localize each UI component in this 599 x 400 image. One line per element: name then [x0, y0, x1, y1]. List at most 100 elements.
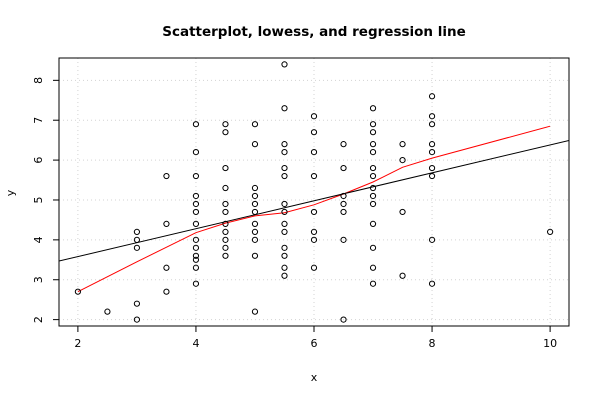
data-point — [428, 172, 436, 180]
data-point — [281, 208, 288, 216]
data-point — [192, 264, 200, 271]
y-tick-label: 4 — [32, 236, 45, 243]
data-point — [428, 93, 436, 100]
data-point — [251, 236, 259, 243]
data-point — [133, 316, 141, 323]
data-point — [281, 228, 288, 235]
data-point — [399, 141, 406, 148]
data-point — [104, 308, 111, 315]
regression-line — [59, 139, 569, 262]
plot-area-border — [58, 57, 570, 327]
lowess-line — [77, 125, 551, 293]
data-point — [192, 220, 200, 228]
data-point — [281, 164, 288, 172]
data-point — [310, 264, 318, 271]
data-point — [281, 105, 288, 112]
data-point — [281, 61, 288, 68]
data-point — [369, 172, 377, 180]
data-point — [428, 164, 436, 172]
data-point — [428, 236, 436, 243]
y-axis-label: y — [4, 189, 17, 196]
x-tick-label: 4 — [192, 337, 199, 350]
data-point — [251, 220, 259, 228]
data-point — [163, 220, 170, 228]
data-point — [369, 149, 377, 156]
data-point — [281, 200, 288, 208]
y-tick-label: 7 — [32, 117, 45, 124]
data-point — [192, 192, 200, 200]
data-point — [369, 220, 377, 228]
data-point — [251, 200, 259, 208]
data-point — [340, 200, 347, 208]
x-tick-label: 2 — [74, 337, 81, 350]
data-point — [222, 220, 229, 228]
data-point — [281, 244, 288, 251]
data-point — [192, 256, 200, 263]
data-point — [192, 208, 200, 216]
data-point — [428, 113, 436, 120]
y-tick-label: 8 — [32, 77, 45, 84]
data-point — [310, 172, 318, 180]
data-point — [369, 121, 377, 128]
data-point — [222, 200, 229, 208]
data-point — [369, 105, 377, 112]
y-tick-label: 5 — [32, 196, 45, 203]
data-point — [369, 192, 377, 200]
data-point — [281, 220, 288, 228]
data-point — [340, 208, 347, 216]
data-point — [369, 164, 377, 172]
data-point — [192, 200, 200, 208]
data-point — [310, 208, 318, 216]
data-point — [369, 129, 377, 136]
x-axis-label: x — [311, 371, 318, 384]
data-point — [251, 252, 259, 259]
data-point — [192, 172, 200, 180]
data-point — [369, 264, 377, 271]
data-point — [222, 121, 229, 128]
data-point — [281, 252, 288, 259]
data-point — [310, 236, 318, 243]
data-point — [222, 129, 229, 136]
data-point — [222, 164, 229, 172]
data-point — [133, 228, 141, 235]
data-point — [369, 200, 377, 208]
data-point — [281, 172, 288, 180]
chart-title: Scatterplot, lowess, and regression line — [162, 24, 466, 40]
data-point — [369, 244, 377, 251]
data-point — [133, 236, 141, 243]
x-tick-label: 6 — [311, 337, 318, 350]
data-point — [428, 149, 436, 156]
grid — [59, 58, 569, 326]
data-point — [251, 121, 259, 128]
data-point — [222, 184, 229, 192]
data-points — [74, 61, 554, 323]
data-point — [163, 288, 170, 295]
data-point — [340, 141, 347, 148]
data-point — [251, 141, 259, 148]
data-point — [133, 300, 141, 307]
data-point — [340, 236, 347, 243]
data-point — [192, 236, 200, 243]
data-point — [340, 316, 347, 323]
data-point — [399, 272, 406, 279]
data-point — [251, 228, 259, 235]
data-point — [222, 252, 229, 259]
data-point — [281, 264, 288, 271]
data-point — [340, 164, 347, 172]
data-point — [369, 141, 377, 148]
data-point — [192, 149, 200, 156]
y-tick-label: 2 — [32, 316, 45, 323]
data-point — [428, 141, 436, 148]
fit-lines — [59, 125, 569, 293]
data-point — [310, 149, 318, 156]
data-point — [222, 228, 229, 235]
data-point — [74, 288, 81, 295]
data-point — [310, 228, 318, 235]
data-point — [222, 244, 229, 251]
data-point — [192, 280, 200, 287]
data-point — [163, 264, 170, 271]
data-point — [281, 149, 288, 156]
data-point — [428, 280, 436, 287]
data-point — [192, 121, 200, 128]
